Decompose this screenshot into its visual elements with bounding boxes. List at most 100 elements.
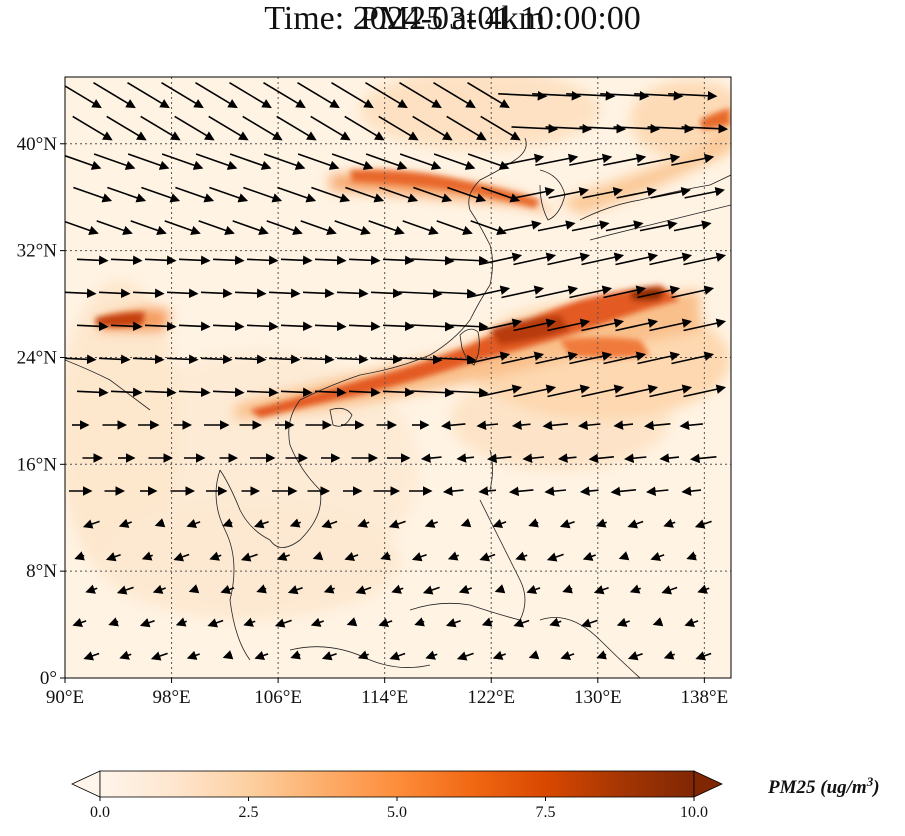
wind-arrow xyxy=(178,387,211,398)
wind-arrow xyxy=(164,220,201,235)
wind-arrow xyxy=(398,288,443,299)
wind-arrow xyxy=(263,82,306,109)
wind-arrow xyxy=(542,420,568,431)
wind-arrow xyxy=(355,585,372,595)
wind-arrow xyxy=(526,584,541,595)
wind-arrow xyxy=(501,153,545,166)
wind-arrow xyxy=(144,387,177,398)
wind-arrow xyxy=(82,519,100,529)
wind-arrow xyxy=(287,585,303,595)
wind-arrow xyxy=(695,651,712,661)
wind-arrow xyxy=(547,252,591,266)
wind-arrow xyxy=(456,453,475,463)
wind-arrow xyxy=(412,115,453,141)
wind-arrow xyxy=(389,651,406,661)
wind-arrow xyxy=(345,186,385,203)
wind-arrow xyxy=(681,123,729,134)
lon-tick-label: 106°E xyxy=(254,687,302,708)
map-frame xyxy=(64,76,732,679)
wind-arrow xyxy=(588,453,614,464)
wind-arrow xyxy=(679,420,703,431)
wind-arrow xyxy=(503,220,542,232)
wind-arrow xyxy=(532,91,582,101)
wind-arrow xyxy=(441,420,466,431)
wind-arrow xyxy=(649,384,693,398)
coastlines xyxy=(65,137,731,678)
wind-arrow xyxy=(331,82,374,109)
wind-arrow xyxy=(107,186,147,203)
wind-arrow xyxy=(280,321,313,332)
wind-arrow xyxy=(65,154,102,170)
wind-arrow xyxy=(132,288,165,299)
wind-arrow xyxy=(637,351,681,365)
wind-arrow xyxy=(544,486,567,496)
wind-arrow xyxy=(492,650,506,660)
wind-arrow xyxy=(549,617,562,627)
wind-arrow xyxy=(671,351,715,365)
colorbar-tick-label: 5.0 xyxy=(387,804,407,821)
wind-arrow xyxy=(297,82,340,109)
wind-arrow xyxy=(515,551,528,561)
colorbar-ticks: 0.0 2.5 5.0 7.5 10.0 xyxy=(90,797,708,821)
wind-arrow xyxy=(207,618,224,628)
wind-arrow xyxy=(444,321,489,332)
colorbar-label-text: PM25 (ug/m xyxy=(767,777,867,798)
wind-arrow xyxy=(144,255,177,266)
wind-arrow xyxy=(673,220,712,232)
wind-arrow xyxy=(382,321,415,332)
wind-arrow xyxy=(537,220,576,232)
wind-arrow xyxy=(297,153,340,170)
wind-arrow xyxy=(610,486,636,497)
wind-arrow xyxy=(365,153,408,170)
wind-arrow xyxy=(546,552,564,562)
wind-arrow xyxy=(433,153,476,170)
wind-arrow xyxy=(74,551,85,561)
wind-arrow xyxy=(212,255,245,266)
wind-arrow xyxy=(661,585,678,595)
wind-arrow xyxy=(212,387,245,398)
wind-arrow xyxy=(166,354,199,365)
wind-arrow xyxy=(582,551,596,561)
wind-arrow xyxy=(152,584,166,594)
wind-arrow xyxy=(321,651,337,661)
wind-arrow xyxy=(683,384,727,398)
wind-arrow xyxy=(186,650,200,660)
wind-arrow xyxy=(579,486,599,496)
wind-arrow xyxy=(98,354,131,365)
wind-arrow xyxy=(200,288,233,299)
wind-arrow xyxy=(487,453,512,464)
wind-arrow xyxy=(547,384,591,398)
wind-arrow xyxy=(414,617,425,627)
wind-arrow xyxy=(276,115,317,141)
wind-arrow xyxy=(357,650,369,660)
wind-arrow xyxy=(314,321,347,332)
wind-arrow xyxy=(581,252,625,266)
wind-arrow xyxy=(302,354,335,365)
wind-arrow xyxy=(603,351,647,365)
wind-arrow xyxy=(479,318,523,332)
wind-arrow xyxy=(290,650,301,660)
wind-arrow xyxy=(110,387,143,398)
wind-arrow xyxy=(445,618,461,628)
colorbar-gradient xyxy=(99,770,695,798)
colorbar-label-superscript: 3 xyxy=(866,774,874,789)
colorbar-label-close: ) xyxy=(871,777,879,798)
wind-arrow xyxy=(116,585,134,595)
wind-arrow xyxy=(425,650,438,660)
wind-arrow xyxy=(511,420,531,430)
wind-arrow xyxy=(242,115,283,141)
colorbar-tick-label: 7.5 xyxy=(536,804,556,821)
wind-arrow xyxy=(522,453,545,463)
wind-arrow xyxy=(300,220,337,235)
wind-arrow xyxy=(348,321,381,332)
wind-arrow xyxy=(514,186,555,199)
wind-arrow xyxy=(637,153,681,166)
wind-arrow xyxy=(424,518,438,528)
wind-arrow xyxy=(243,186,283,203)
wind-arrow xyxy=(467,153,510,170)
wind-arrow xyxy=(420,453,442,463)
wind-arrow xyxy=(644,420,671,431)
wind-arrow xyxy=(118,518,132,528)
wind-arrow xyxy=(683,318,727,332)
lon-tick-label: 138°E xyxy=(681,687,729,708)
